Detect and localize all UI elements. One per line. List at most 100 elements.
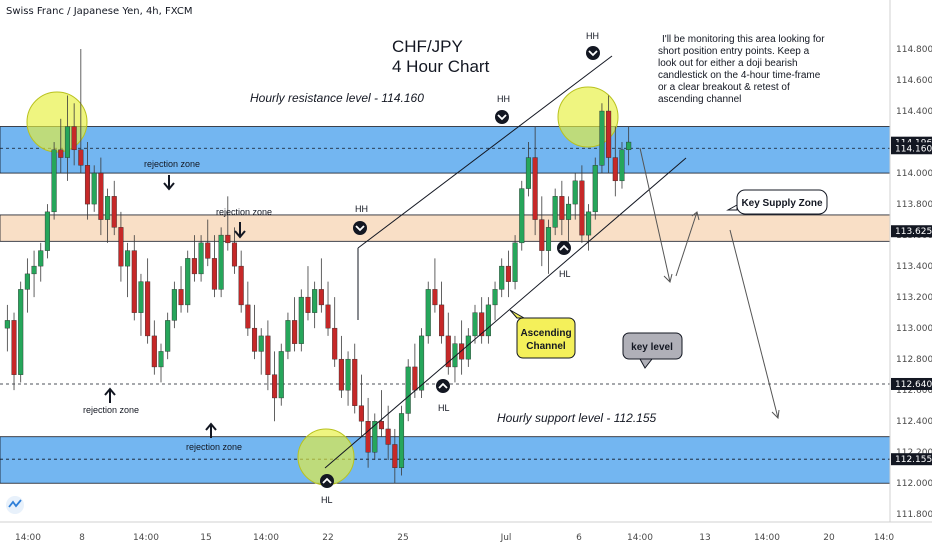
price-tick-label: 113.800	[896, 200, 932, 210]
zone-band	[0, 436, 891, 484]
time-tick-label: 8	[79, 533, 85, 543]
callout-pointer	[726, 204, 738, 211]
candle-body	[84, 165, 91, 205]
price-tick-label: 112.600	[896, 386, 932, 396]
rejection-zone-label: rejection zone	[216, 207, 272, 217]
candle-body	[78, 149, 84, 166]
candle-body	[158, 351, 164, 368]
price-tick-label: 112.800	[896, 355, 932, 365]
price-tag-label: 114.160	[895, 144, 932, 154]
time-tick-label: 14:00	[627, 533, 653, 543]
candle-body	[445, 335, 451, 368]
candle-body	[11, 320, 17, 375]
callout-label-line2: Channel	[526, 341, 566, 352]
candle-body	[572, 180, 578, 205]
hh-label: HH	[355, 204, 368, 214]
candle-body	[405, 366, 411, 414]
candle-body	[165, 320, 171, 352]
note-line: I'll be monitoring this area looking for	[662, 34, 825, 45]
candle-body	[485, 304, 491, 337]
candle-body	[512, 242, 518, 282]
candle-body	[545, 227, 552, 251]
channel-lower-line	[324, 157, 687, 469]
candle-body	[125, 250, 131, 267]
candle-body	[298, 296, 304, 344]
candle-body	[225, 234, 231, 244]
price-tag-label: 113.625	[895, 227, 932, 237]
candle-body	[626, 141, 632, 151]
candle-body	[599, 110, 605, 166]
candle-body	[145, 281, 151, 337]
candle-body	[272, 374, 278, 399]
time-tick-label: 14:00	[133, 533, 159, 543]
candle-body	[265, 335, 271, 375]
chevron-up-icon	[438, 382, 448, 389]
candle-body	[98, 172, 104, 220]
candle-body	[138, 281, 144, 313]
callout-label-line1: Ascending	[520, 328, 571, 339]
candle-body	[71, 126, 77, 151]
candle-body	[191, 258, 197, 275]
candle-body	[91, 172, 97, 205]
rejection-zone-label: rejection zone	[144, 159, 200, 169]
candle-body	[105, 196, 111, 220]
candle-body	[178, 289, 184, 306]
chevron-down-icon	[586, 46, 600, 60]
candle-body	[539, 219, 545, 251]
time-tick-label: 6	[576, 533, 582, 543]
chevron-up-icon	[557, 241, 571, 255]
time-axis-ticks: 14:00 8 14:00 15 14:00 22 25 Jul 6 14:00 13 14:00 20…	[15, 533, 894, 543]
candle-body	[44, 211, 50, 251]
time-tick-label: 14:00	[754, 533, 780, 543]
candle-body	[472, 312, 478, 337]
time-tick-label: 13	[699, 533, 710, 543]
candle-body	[392, 444, 398, 468]
price-axis: 114.800114.600114.400114.200114.000113.8…	[889, 0, 932, 522]
price-tick-label: 114.800	[896, 45, 932, 55]
candle-body	[18, 289, 24, 375]
swing-markers: HH HH HH HL HL HL	[320, 31, 600, 505]
ascending-channel-callout: Ascending Channel	[509, 309, 576, 359]
candle-body	[532, 157, 538, 220]
tradingview-logo	[6, 496, 24, 514]
channel-upper-line	[357, 55, 613, 249]
time-tick-label: 15	[200, 533, 211, 543]
candle-body	[505, 265, 511, 282]
candle-body	[285, 320, 291, 352]
hl-label: HL	[438, 403, 450, 413]
candle-body	[619, 149, 625, 182]
candle-body	[592, 165, 598, 213]
candle-body	[251, 327, 258, 352]
candle-body	[258, 335, 264, 352]
candle-body	[439, 304, 445, 337]
price-tag	[891, 453, 932, 466]
price-tick-label: 113.400	[896, 262, 932, 272]
candle-body	[4, 320, 10, 329]
price-tick-label: 113.000	[896, 324, 932, 334]
analysis-note: I'll be monitoring this area looking for…	[658, 34, 825, 105]
projection-arrowhead-2	[691, 211, 700, 221]
zones-layer	[0, 126, 891, 484]
price-tick-label: 112.400	[896, 417, 932, 427]
candle-body	[31, 265, 37, 275]
candle-body	[606, 110, 612, 158]
chevron-up-icon	[559, 244, 569, 251]
candles-layer	[4, 49, 632, 484]
candle-body	[312, 289, 318, 313]
price-tick-label: 112.000	[896, 479, 932, 489]
arrow-up-icon	[104, 387, 116, 403]
candle-body	[352, 358, 358, 406]
projection-arrowhead-3	[771, 409, 780, 420]
hh-label: HH	[586, 31, 599, 41]
candle-body	[579, 180, 585, 236]
projection-path-2	[675, 211, 698, 277]
price-tag	[891, 142, 932, 155]
candle-body	[58, 149, 64, 158]
candle-body	[118, 227, 124, 267]
candle-body	[24, 273, 30, 290]
projection-arrowhead-1	[663, 273, 673, 283]
main-title-line1: CHF/JPY	[392, 37, 463, 56]
chevron-down-icon	[495, 110, 509, 124]
note-line: short position entry points. Keep a	[658, 46, 810, 57]
